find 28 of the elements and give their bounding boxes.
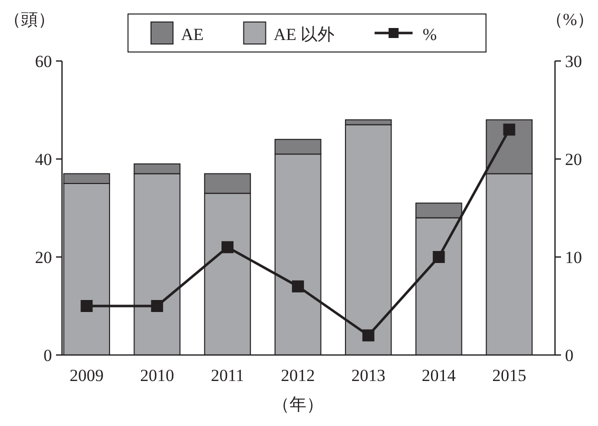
x-tick-label: 2012 <box>280 366 315 385</box>
point <box>80 300 93 312</box>
x-tick-label: 2010 <box>140 366 174 385</box>
legend-label: AE <box>181 25 204 44</box>
y2-tick-label: 0 <box>565 346 574 365</box>
y2-tick-label: 10 <box>565 248 582 267</box>
x-tick-label: 2011 <box>210 366 244 385</box>
y2-axis-title: （%） <box>546 10 594 29</box>
x-tick-label: 2015 <box>492 366 526 385</box>
x-tick-label: 2013 <box>351 366 386 385</box>
y2-tick-label: 20 <box>565 150 582 169</box>
legend-label: AE 以外 <box>274 25 335 44</box>
y-tick-label: 60 <box>35 52 52 71</box>
x-tick-label: 2014 <box>422 366 456 385</box>
point <box>222 241 234 254</box>
y-axis-title: （頭） <box>4 10 55 29</box>
legend-label: % <box>422 25 437 44</box>
y-tick-label: 40 <box>35 150 52 169</box>
point <box>151 300 164 312</box>
x-axis-title: （年） <box>272 395 324 414</box>
point <box>362 329 374 342</box>
y2-tick-label: 30 <box>565 52 582 71</box>
y-tick-label: 20 <box>35 248 52 267</box>
point <box>432 251 445 263</box>
x-tick-label: 2009 <box>70 366 104 385</box>
y-tick-label: 0 <box>44 346 52 365</box>
point <box>292 280 304 292</box>
point <box>503 124 516 136</box>
